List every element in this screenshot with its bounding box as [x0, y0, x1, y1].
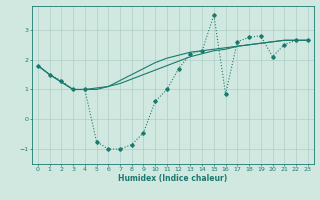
X-axis label: Humidex (Indice chaleur): Humidex (Indice chaleur) [118, 174, 228, 183]
